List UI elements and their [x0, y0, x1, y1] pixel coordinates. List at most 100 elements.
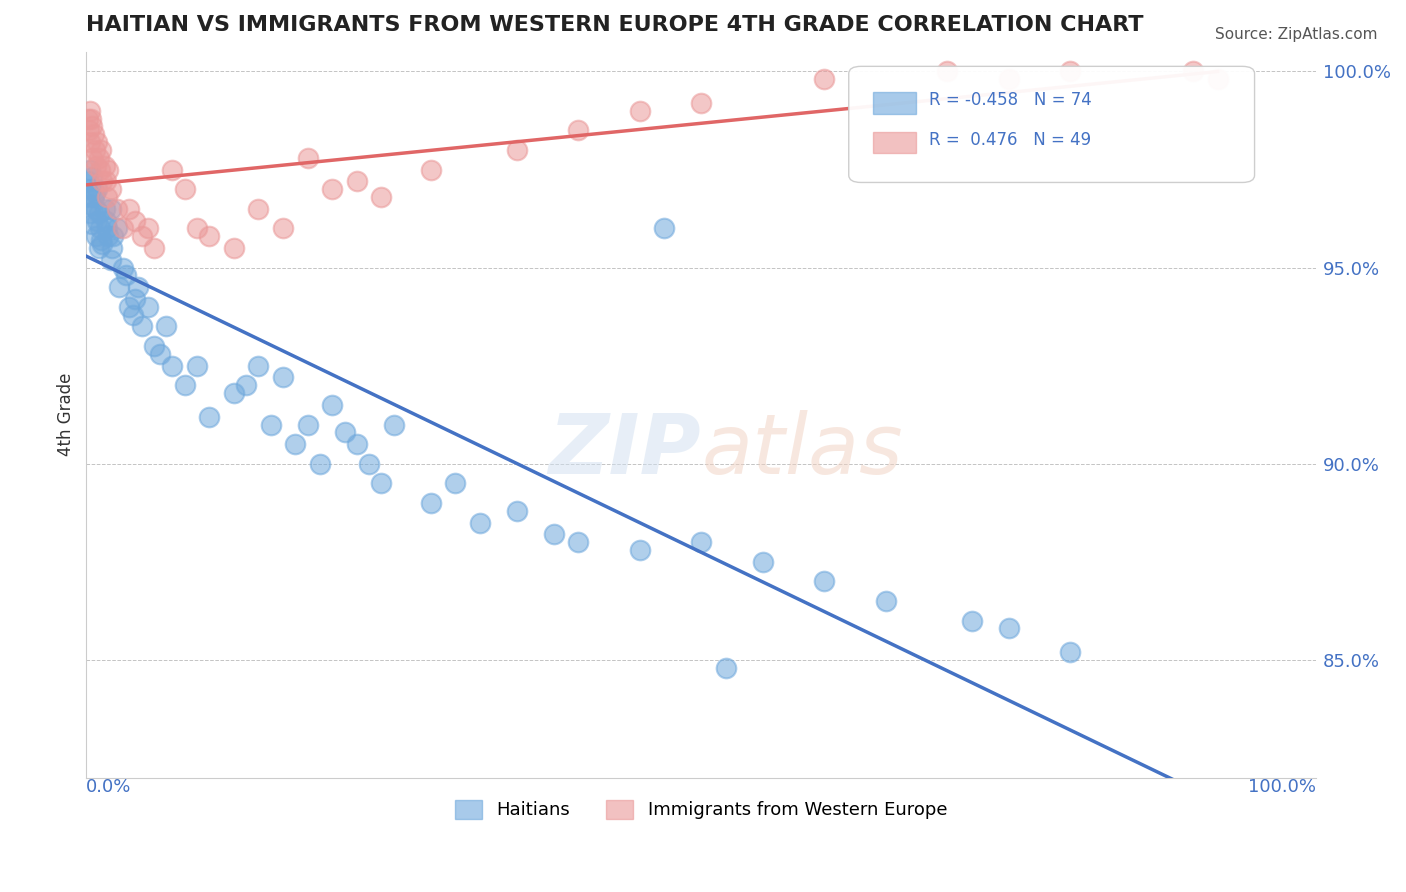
Point [997, 72, 1019, 87]
Point [198, 229, 221, 244]
Point [136, 300, 159, 314]
Point [543, 527, 565, 541]
Point [96, 190, 118, 204]
Point [960, 614, 983, 628]
Point [79, 135, 101, 149]
Point [131, 229, 153, 244]
Bar [873, 132, 917, 153]
Point [82, 151, 104, 165]
Point [260, 417, 283, 432]
Point [84, 202, 107, 216]
Point [346, 437, 368, 451]
Point [346, 174, 368, 188]
Point [235, 378, 257, 392]
Point [82, 218, 104, 232]
Point [162, 359, 184, 373]
Point [90, 143, 112, 157]
Point [114, 268, 136, 283]
Point [84, 159, 107, 173]
Point [91, 237, 114, 252]
Point [875, 594, 897, 608]
Point [89, 162, 111, 177]
Point [813, 72, 835, 87]
Point [90, 233, 112, 247]
Point [652, 221, 675, 235]
Point [333, 425, 356, 440]
Point [567, 535, 589, 549]
Point [162, 162, 184, 177]
Point [1059, 645, 1081, 659]
Text: HAITIAN VS IMMIGRANTS FROM WESTERN EUROPE 4TH GRADE CORRELATION CHART: HAITIAN VS IMMIGRANTS FROM WESTERN EUROP… [86, 15, 1144, 35]
Point [131, 319, 153, 334]
Point [567, 123, 589, 137]
Point [370, 476, 392, 491]
Point [97, 229, 120, 244]
Point [813, 574, 835, 589]
Point [82, 120, 104, 134]
Point [751, 555, 773, 569]
Point [97, 162, 120, 177]
Point [222, 386, 245, 401]
Point [284, 437, 307, 451]
Point [690, 535, 713, 549]
Point [83, 186, 105, 200]
Point [79, 162, 101, 177]
Point [84, 229, 107, 244]
Point [76, 174, 98, 188]
Text: Source: ZipAtlas.com: Source: ZipAtlas.com [1215, 27, 1378, 42]
Point [628, 103, 651, 118]
Point [108, 280, 131, 294]
Point [297, 417, 319, 432]
Point [173, 378, 195, 392]
Point [321, 398, 343, 412]
Point [79, 205, 101, 219]
Point [127, 280, 149, 294]
Point [100, 202, 122, 216]
Y-axis label: 4th Grade: 4th Grade [58, 373, 75, 457]
Text: R =  0.476   N = 49: R = 0.476 N = 49 [929, 131, 1091, 149]
Point [136, 221, 159, 235]
Point [186, 221, 208, 235]
Point [83, 190, 105, 204]
Point [112, 221, 135, 235]
Point [105, 202, 128, 216]
Bar [873, 92, 917, 113]
Point [86, 213, 108, 227]
Point [997, 622, 1019, 636]
Text: 100.0%: 100.0% [1249, 778, 1316, 796]
Point [93, 159, 115, 173]
Point [142, 241, 165, 255]
Point [100, 182, 122, 196]
Point [86, 182, 108, 196]
Legend: Haitians, Immigrants from Western Europe: Haitians, Immigrants from Western Europe [447, 793, 955, 827]
Point [142, 339, 165, 353]
Point [105, 221, 128, 235]
Point [1182, 64, 1205, 78]
Text: atlas: atlas [702, 410, 903, 491]
Point [100, 252, 122, 267]
Point [198, 409, 221, 424]
Point [93, 202, 115, 216]
Point [76, 112, 98, 126]
Point [118, 202, 141, 216]
Point [87, 205, 110, 219]
Point [101, 241, 124, 255]
Point [468, 516, 491, 530]
Text: 0.0%: 0.0% [86, 778, 132, 796]
Point [86, 135, 108, 149]
Point [690, 95, 713, 110]
Point [94, 174, 117, 188]
Point [936, 64, 959, 78]
Point [77, 190, 100, 204]
Point [186, 359, 208, 373]
Text: ZIP: ZIP [548, 410, 702, 491]
Point [506, 143, 529, 157]
Point [91, 174, 114, 188]
Point [83, 127, 105, 141]
Point [94, 213, 117, 227]
Point [370, 190, 392, 204]
Point [321, 182, 343, 196]
Point [714, 661, 737, 675]
Point [419, 496, 441, 510]
Point [80, 112, 103, 126]
